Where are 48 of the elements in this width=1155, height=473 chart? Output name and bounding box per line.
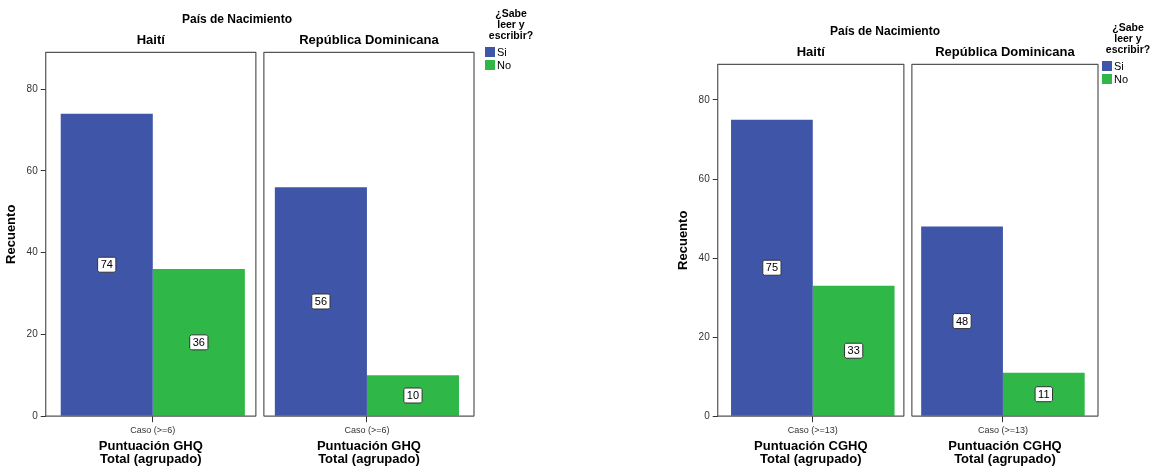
text: República Dominicana xyxy=(299,32,440,48)
y-tick-label: 80 xyxy=(698,93,711,105)
data-label: 11 xyxy=(1038,387,1050,400)
bar xyxy=(812,285,895,416)
text: Puntuación GHQ Total (agrupado) xyxy=(316,438,421,467)
y-tick-label: 20 xyxy=(698,330,711,342)
y-tick-label: 0 xyxy=(704,409,711,421)
legend-label: No xyxy=(497,58,512,71)
legend-title: ¿Sabe leer y escribir? xyxy=(1104,21,1152,55)
bar xyxy=(1002,372,1085,416)
legend-label: Si xyxy=(1114,59,1124,72)
y-tick-label: 40 xyxy=(26,246,39,258)
data-label: 48 xyxy=(955,314,969,327)
y-tick-label: 20 xyxy=(26,328,39,340)
bar xyxy=(60,113,153,416)
legend-label: No xyxy=(1114,72,1129,85)
bar xyxy=(274,187,367,416)
data-label: 33 xyxy=(847,344,860,357)
bar xyxy=(366,375,460,416)
bar xyxy=(731,119,813,416)
y-tick-label: 60 xyxy=(698,172,711,184)
data-label: 56 xyxy=(314,295,328,308)
x-tick-label: Caso (>=13) xyxy=(977,425,1028,436)
text: Haití xyxy=(796,44,826,60)
y-tick-label: 60 xyxy=(26,164,39,176)
y-tick-label: 80 xyxy=(26,82,39,94)
y-axis-title: Recuento xyxy=(675,210,691,270)
data-label: 36 xyxy=(192,335,205,348)
data-label: 75 xyxy=(765,261,779,274)
x-tick-label: Caso (>=6) xyxy=(344,425,390,436)
chart-title: País de Nacimiento xyxy=(829,23,941,38)
data-label: 74 xyxy=(100,258,113,271)
y-axis-title: Recuento xyxy=(3,204,19,264)
bar xyxy=(152,269,245,416)
legend-label: Si xyxy=(497,45,507,58)
x-axis-title: Puntuación CGHQ Total (agrupado) xyxy=(754,438,868,467)
chart-title: País de Nacimiento xyxy=(181,11,293,26)
x-axis-title: Puntuación GHQ Total (agrupado) xyxy=(98,438,203,467)
text: República Dominicana xyxy=(935,44,1076,60)
y-tick-label: 40 xyxy=(698,251,711,263)
x-tick-label: Caso (>=13) xyxy=(787,425,838,436)
x-tick-label: Caso (>=6) xyxy=(130,425,176,436)
legend-title: ¿Sabe leer y escribir? xyxy=(487,7,535,41)
data-label: 10 xyxy=(406,389,420,402)
text: Puntuación CGHQ Total (agrupado) xyxy=(948,438,1062,467)
y-tick-label: 0 xyxy=(32,409,39,421)
text: Haití xyxy=(136,32,166,48)
bar xyxy=(921,226,1003,416)
